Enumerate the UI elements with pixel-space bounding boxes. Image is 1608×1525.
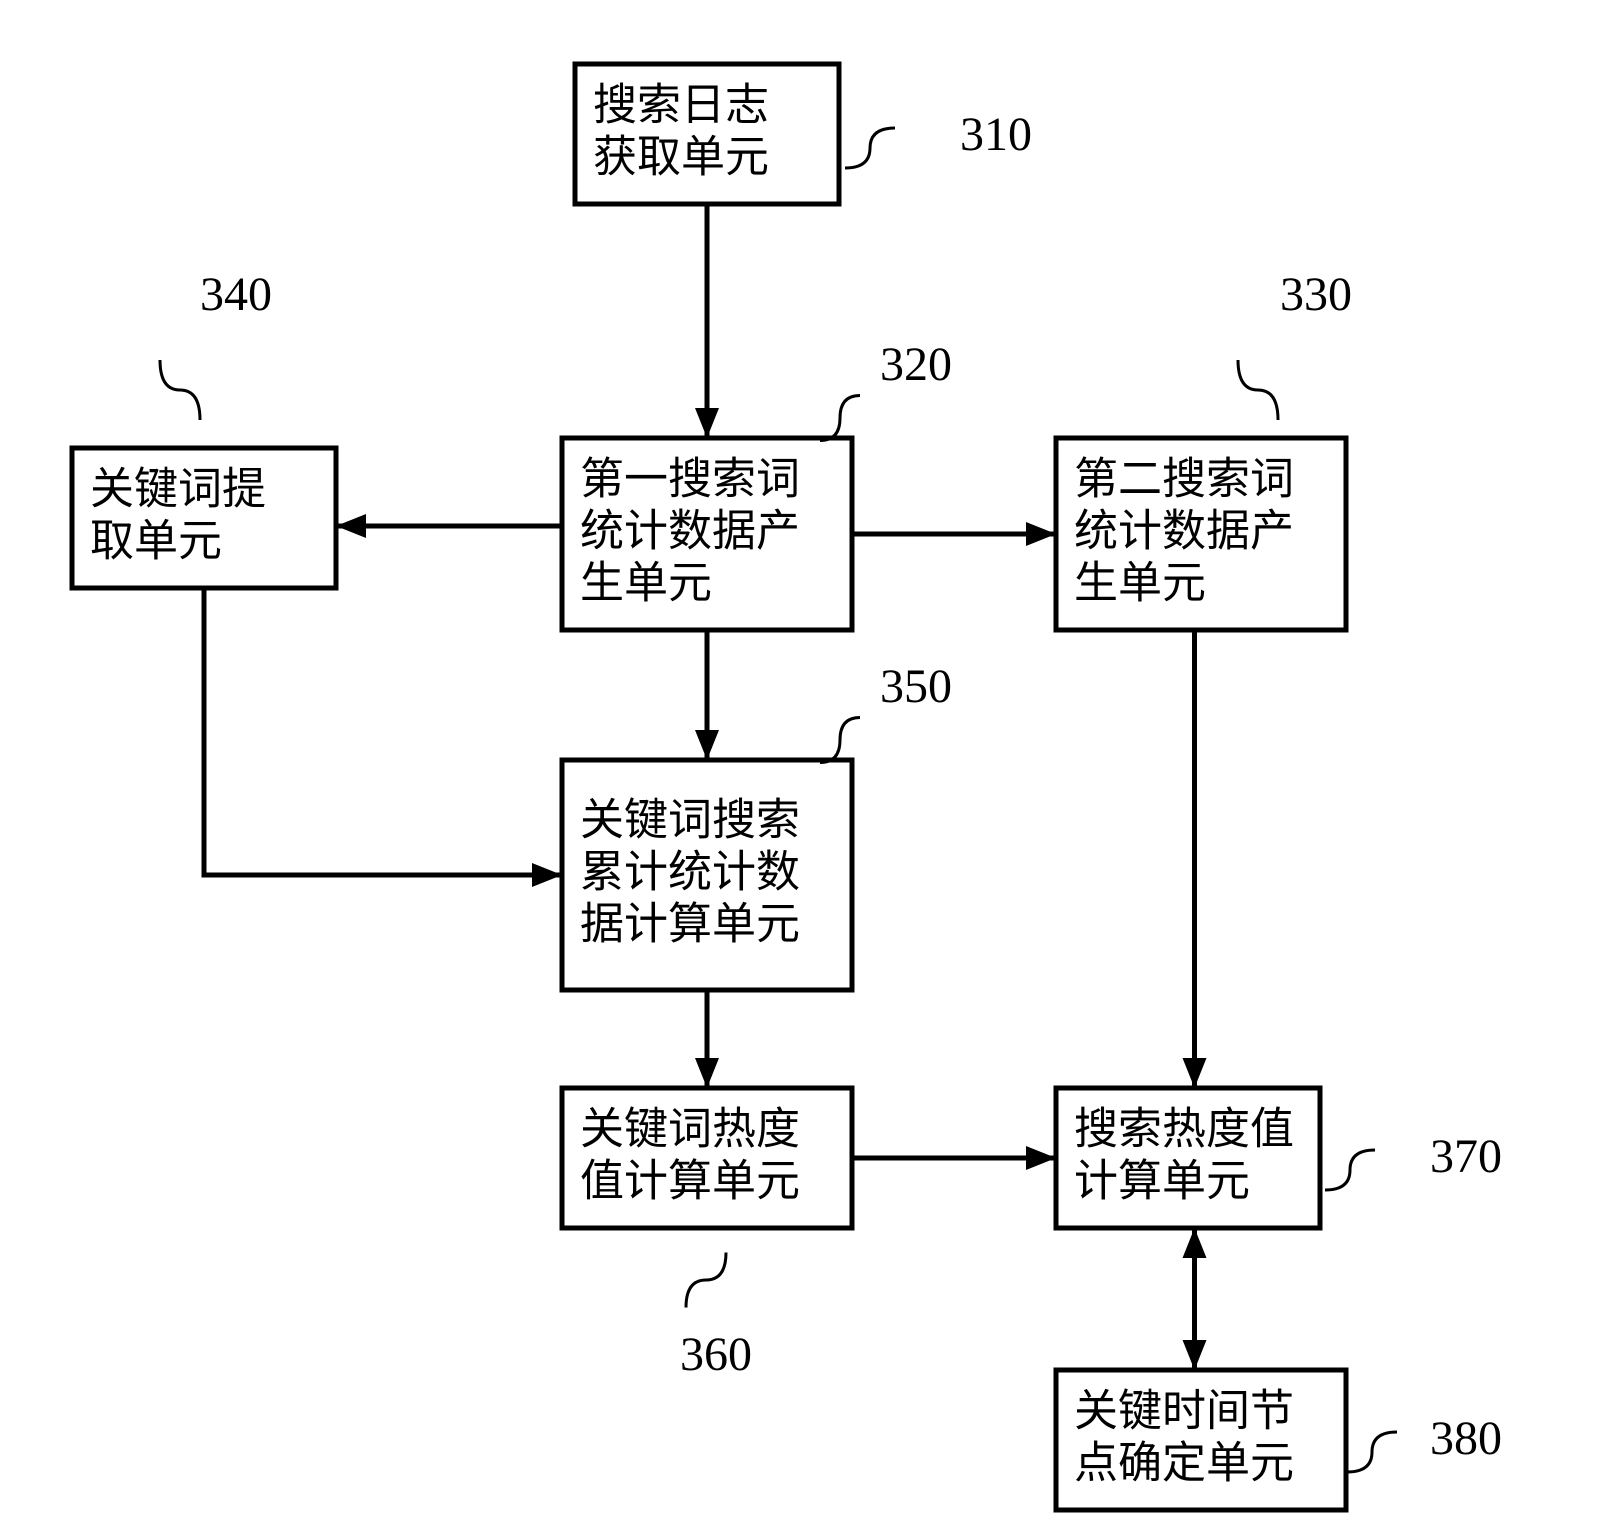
node-label: 生单元 <box>580 558 712 607</box>
node-label: 关键词搜索 <box>580 795 800 844</box>
ref-number: 380 <box>1430 1412 1502 1465</box>
node-label: 第一搜索词 <box>580 454 800 503</box>
ref-number: 360 <box>680 1328 752 1381</box>
ref-number: 310 <box>960 108 1032 161</box>
ref-number: 350 <box>880 660 952 713</box>
node-label: 统计数据产 <box>1074 506 1294 555</box>
node-label: 取单元 <box>90 516 222 565</box>
node-label: 点确定单元 <box>1074 1438 1294 1487</box>
ref-number: 370 <box>1430 1130 1502 1183</box>
flowchart-diagram: 搜索日志获取单元第一搜索词统计数据产生单元第二搜索词统计数据产生单元关键词提取单… <box>0 0 1608 1525</box>
node-label: 计算单元 <box>1074 1156 1250 1205</box>
node-label: 累计统计数 <box>580 847 800 896</box>
ref-number: 330 <box>1280 268 1352 321</box>
ref-number: 340 <box>200 268 272 321</box>
node-label: 搜索热度值 <box>1074 1104 1294 1153</box>
node-label: 关键时间节 <box>1074 1386 1294 1435</box>
node-label: 值计算单元 <box>580 1156 800 1205</box>
node-label: 关键词热度 <box>580 1104 800 1153</box>
node-label: 据计算单元 <box>580 899 800 948</box>
node-label: 获取单元 <box>593 132 769 181</box>
node-label: 关键词提 <box>90 464 266 513</box>
node-label: 统计数据产 <box>580 506 800 555</box>
node-label: 生单元 <box>1074 558 1206 607</box>
ref-number: 320 <box>880 338 952 391</box>
node-label: 搜索日志 <box>593 80 769 129</box>
node-label: 第二搜索词 <box>1074 454 1294 503</box>
